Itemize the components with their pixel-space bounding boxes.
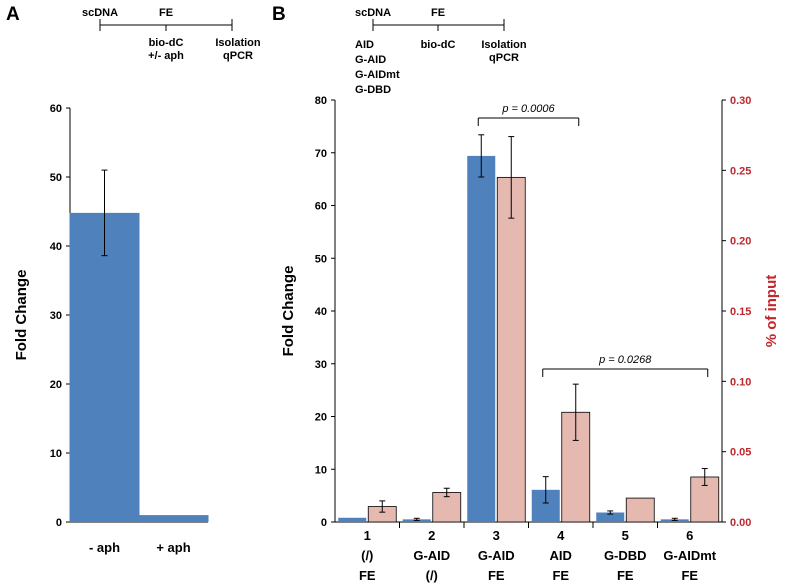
bar xyxy=(138,515,209,522)
panel-a-scheme: scDNA FE bio-dC +/- aph Isolation qPCR xyxy=(82,7,261,62)
y2-tick-label: 0.05 xyxy=(730,447,751,459)
p-value-label: p = 0.0268 xyxy=(598,354,652,366)
y2-tick-label: 0.30 xyxy=(730,95,751,107)
y-tick-label: 20 xyxy=(315,412,327,424)
y-tick-label: 50 xyxy=(315,253,327,265)
y-tick-label: 0 xyxy=(56,517,62,529)
construct-label: G-AIDmt xyxy=(355,69,400,81)
bar-fold-change xyxy=(467,155,496,523)
x-tick-label: FE xyxy=(681,568,698,583)
x-tick-label: FE xyxy=(488,568,505,583)
y2-tick-label: 0.15 xyxy=(730,306,751,318)
scheme-b-label: qPCR xyxy=(489,52,519,64)
scheme-b-label: scDNA xyxy=(355,7,391,19)
p-value-label: p = 0.0006 xyxy=(501,103,555,115)
x-tick-label: G-AID xyxy=(478,548,515,563)
y-tick-label: 0 xyxy=(321,517,327,529)
x-tick-label: 4 xyxy=(557,528,565,543)
panel-b-scheme: scDNA FE bio-dC Isolation qPCR AID G-AID… xyxy=(355,7,527,96)
bar xyxy=(69,212,140,522)
x-tick-label: 6 xyxy=(686,528,693,543)
bar-percent-input xyxy=(432,492,462,523)
bar-fold-change xyxy=(338,517,367,522)
y2-tick-label: 0.25 xyxy=(730,165,751,177)
x-tick-label: G-AID xyxy=(413,548,450,563)
x-tick-label: G-AIDmt xyxy=(663,548,716,563)
scheme-a-label: scDNA xyxy=(82,7,118,19)
scheme-a-label: bio-dC xyxy=(149,37,184,49)
y-tick-label: 30 xyxy=(50,310,62,322)
x-tick-label: FE xyxy=(552,568,569,583)
bar-percent-input xyxy=(625,497,655,523)
scheme-b-label: Isolation xyxy=(481,39,527,51)
y-tick-label: 70 xyxy=(315,148,327,160)
y-tick-label: 30 xyxy=(315,359,327,371)
y-tick-label: 60 xyxy=(50,103,62,115)
x-tick-label: 3 xyxy=(493,528,500,543)
y-tick-label: 50 xyxy=(50,172,62,184)
construct-label: G-DBD xyxy=(355,84,391,96)
y2-axis-title: % of input xyxy=(763,275,780,347)
panel-b-letter: B xyxy=(272,4,286,25)
y-tick-label: 20 xyxy=(50,379,62,391)
construct-label: AID xyxy=(355,39,374,51)
y-tick-label: 10 xyxy=(315,464,327,476)
y-tick-label: 60 xyxy=(315,201,327,213)
x-tick-label: + aph xyxy=(156,540,190,555)
y2-tick-label: 0.20 xyxy=(730,236,751,248)
y-axis-title: Fold Change xyxy=(13,270,30,361)
scheme-a-label: qPCR xyxy=(223,50,253,62)
scheme-b-label: FE xyxy=(431,7,445,19)
chart-b: 0 10 20 30 40 50 60 70 80 0.00 0.05 0.10 0.15 0.20 0.2… xyxy=(280,95,780,583)
y-tick-label: 40 xyxy=(315,306,327,318)
chart-a: 0 10 20 30 40 50 60 - aph + aph Fold Change xyxy=(13,103,209,555)
y2-tick-label: 0.00 xyxy=(730,517,751,529)
x-tick-label: FE xyxy=(359,568,376,583)
y-tick-label: 10 xyxy=(50,448,62,460)
x-tick-label: (/) xyxy=(361,548,373,563)
x-tick-label: AID xyxy=(550,548,572,563)
x-tick-label: 2 xyxy=(428,528,435,543)
y-axis-title: Fold Change xyxy=(280,266,297,357)
y-tick-label: 80 xyxy=(315,95,327,107)
scheme-b-label: bio-dC xyxy=(421,39,456,51)
bar-percent-input xyxy=(496,176,526,523)
y2-tick-label: 0.10 xyxy=(730,376,751,388)
x-tick-label: (/) xyxy=(426,568,438,583)
scheme-a-label: FE xyxy=(159,7,173,19)
scheme-a-label: Isolation xyxy=(215,37,261,49)
panel-a-letter: A xyxy=(6,4,20,25)
construct-label: G-AID xyxy=(355,54,386,66)
y-tick-label: 40 xyxy=(50,241,62,253)
x-tick-label: FE xyxy=(617,568,634,583)
bar-fold-change xyxy=(596,512,625,522)
scheme-a-label: +/- aph xyxy=(148,50,184,62)
x-tick-label: - aph xyxy=(89,540,120,555)
x-tick-label: G-DBD xyxy=(604,548,647,563)
x-tick-label: 5 xyxy=(622,528,629,543)
x-tick-label: 1 xyxy=(364,528,371,543)
